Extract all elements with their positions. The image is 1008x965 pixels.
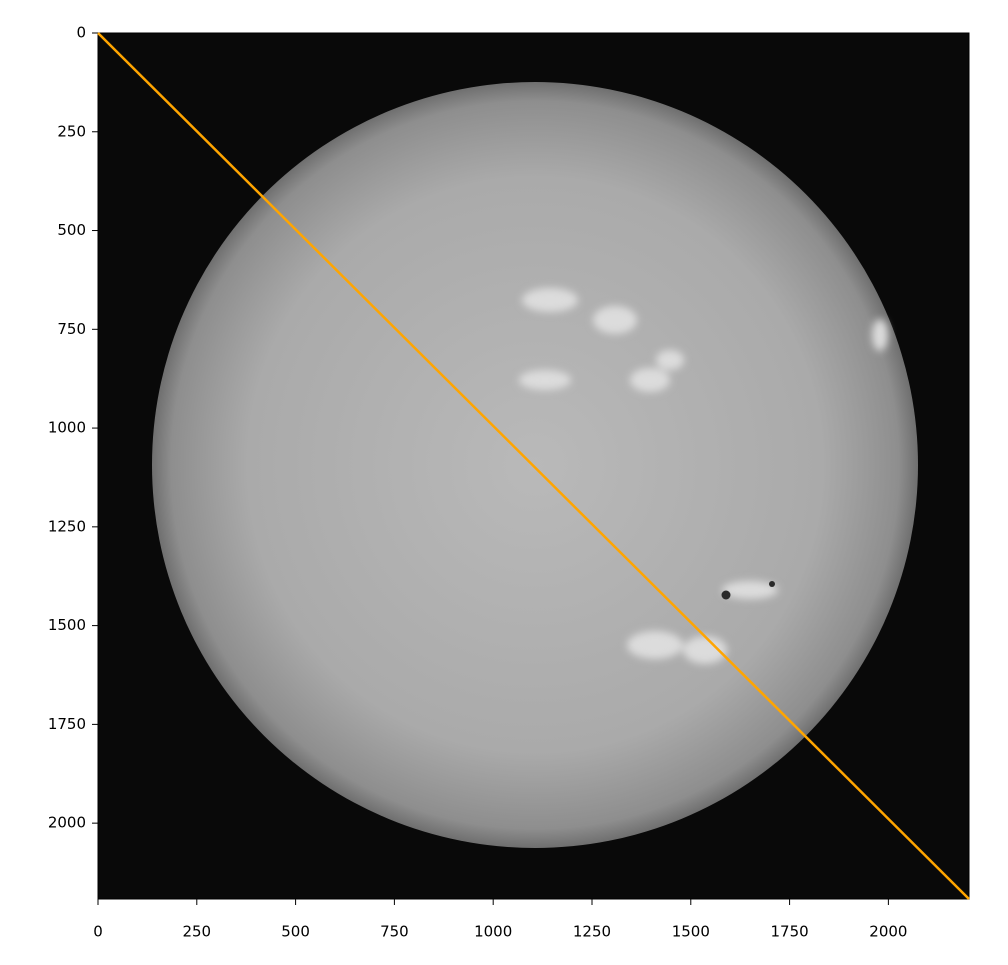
x-tick-label: 0 xyxy=(93,923,103,941)
y-tick-label: 1250 xyxy=(48,517,86,535)
sunspot xyxy=(769,581,775,587)
faculae xyxy=(519,288,888,664)
data-line xyxy=(97,32,970,900)
y-tick-label: 1500 xyxy=(48,616,86,634)
x-tick-label: 2000 xyxy=(869,923,907,941)
x-tick-label: 1750 xyxy=(770,923,808,941)
y-tick-label: 250 xyxy=(57,122,86,140)
x-tick-label: 750 xyxy=(380,923,409,941)
y-tick-label: 750 xyxy=(57,320,86,338)
x-tick-label: 250 xyxy=(182,923,211,941)
y-tick-label: 500 xyxy=(57,221,86,239)
axes-frame xyxy=(97,32,970,900)
sunspot xyxy=(721,590,731,600)
x-tick-label: 500 xyxy=(281,923,310,941)
y-tick-label: 2000 xyxy=(48,814,86,832)
y-tick-label: 0 xyxy=(76,24,86,42)
y-tick-label: 1000 xyxy=(48,419,86,437)
x-tick-label: 1250 xyxy=(573,923,611,941)
x-tick-label: 1500 xyxy=(672,923,710,941)
x-tick-label: 1000 xyxy=(474,923,512,941)
y-tick-label: 1750 xyxy=(48,715,86,733)
